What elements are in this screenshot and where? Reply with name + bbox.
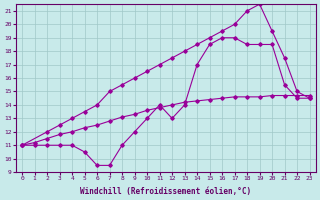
X-axis label: Windchill (Refroidissement éolien,°C): Windchill (Refroidissement éolien,°C) (80, 187, 252, 196)
